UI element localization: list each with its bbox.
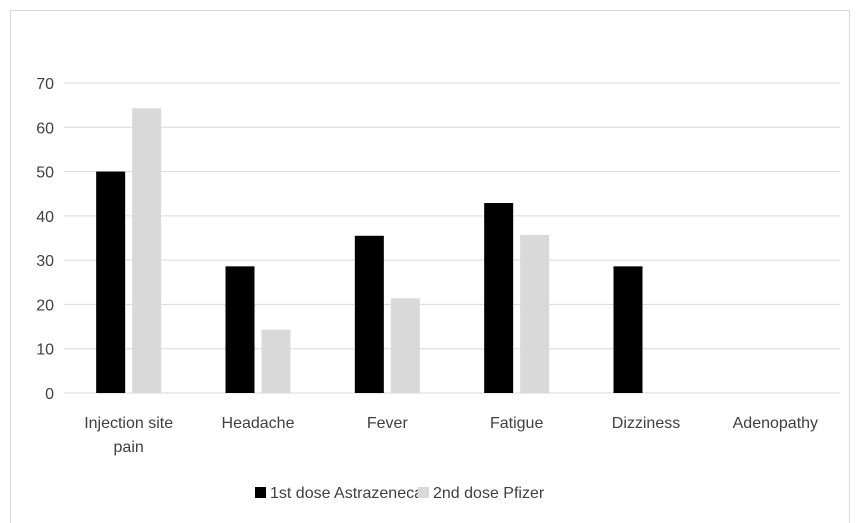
y-tick-label: 70 (36, 76, 54, 93)
x-tick-label: Fatigue (490, 415, 543, 432)
bar (96, 171, 126, 393)
bar (261, 329, 291, 393)
bar (613, 266, 643, 393)
x-tick-label: Injection site (84, 415, 173, 432)
y-tick-label: 50 (36, 165, 54, 182)
y-tick-label: 40 (36, 209, 54, 226)
x-tick-label: Adenopathy (733, 415, 818, 432)
x-tick-label: Dizziness (612, 415, 680, 432)
y-tick-label: 30 (36, 253, 54, 270)
y-tick-label: 10 (36, 342, 54, 359)
bar (354, 235, 384, 393)
legend-label: 2nd dose Pfizer (433, 485, 545, 502)
legend-label: 1st dose Astrazeneca (270, 485, 423, 502)
legend-swatch (255, 487, 266, 498)
bar (225, 266, 255, 393)
bar (132, 108, 162, 393)
y-tick-label: 60 (36, 120, 54, 137)
x-tick-label: pain (114, 439, 144, 456)
y-tick-label: 20 (36, 297, 54, 314)
legend-swatch (418, 487, 429, 498)
bar (484, 203, 514, 393)
y-tick-label: 0 (45, 386, 54, 403)
bar (520, 234, 550, 393)
x-tick-label: Headache (222, 415, 295, 432)
x-tick-label: Fever (367, 415, 409, 432)
bar (390, 298, 420, 393)
